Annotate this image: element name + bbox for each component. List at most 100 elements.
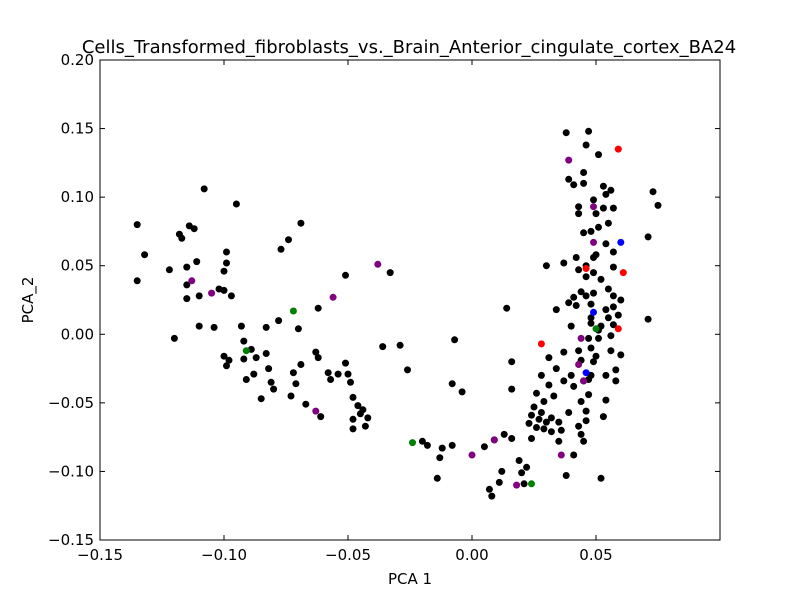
data-point [607, 186, 615, 194]
data-point [580, 169, 588, 176]
data-point [404, 366, 411, 374]
data-point [609, 248, 617, 256]
data-point [644, 315, 652, 323]
data-point [565, 156, 573, 164]
data-point [433, 474, 441, 482]
data-point [595, 334, 602, 342]
data-point [533, 389, 540, 397]
data-point [535, 415, 543, 423]
data-point [195, 322, 203, 330]
data-point [232, 200, 240, 208]
data-point [458, 388, 466, 396]
data-point [654, 201, 662, 209]
data-point [297, 219, 305, 227]
data-point [590, 238, 597, 246]
data-point [592, 325, 600, 333]
data-point [577, 430, 585, 438]
data-point [575, 266, 583, 274]
data-point [270, 385, 278, 393]
data-point [604, 219, 612, 227]
data-point [294, 325, 302, 333]
data-point [262, 323, 270, 331]
data-point [409, 439, 416, 447]
data-point [604, 314, 612, 322]
data-point [587, 314, 595, 322]
data-point [590, 289, 597, 297]
data-point [587, 227, 595, 235]
data-point [560, 348, 568, 356]
data-point [612, 366, 620, 374]
data-point [220, 286, 228, 294]
data-point [361, 422, 369, 430]
data-point [508, 358, 516, 366]
data-point [364, 414, 372, 422]
data-point [225, 356, 233, 364]
data-point [451, 336, 459, 344]
data-point [190, 225, 198, 233]
data-point [617, 238, 625, 246]
data-point [542, 418, 550, 426]
data-point [597, 275, 605, 283]
data-point [195, 292, 203, 300]
data-point [607, 332, 615, 340]
data-point [590, 203, 597, 211]
data-point [545, 354, 553, 362]
data-point [555, 437, 563, 445]
data-point [577, 398, 585, 405]
data-point [314, 304, 322, 312]
data-point [570, 451, 578, 459]
data-point [609, 204, 617, 212]
data-point [178, 234, 186, 242]
data-point [252, 354, 260, 362]
data-point [485, 485, 493, 493]
data-point [227, 292, 235, 300]
data-point [597, 474, 605, 482]
y-tick-label: 0.15 [61, 120, 94, 138]
data-point [312, 348, 320, 356]
data-point [490, 436, 498, 444]
data-point [587, 319, 595, 327]
data-point [133, 221, 141, 229]
data-point [240, 355, 248, 363]
chart-title: Cells_Transformed_fibroblasts_vs._Brain_… [82, 37, 736, 58]
data-point [242, 376, 250, 383]
data-point [223, 259, 230, 267]
data-point [592, 251, 600, 259]
data-point [344, 370, 352, 378]
data-point [572, 302, 580, 309]
data-point [193, 258, 201, 266]
data-point [438, 444, 446, 452]
data-point [518, 469, 526, 477]
data-point [312, 407, 320, 415]
x-tick-label: 0.05 [579, 546, 612, 564]
data-point [141, 251, 149, 259]
data-point [334, 370, 342, 378]
data-point [595, 223, 602, 231]
data-point [277, 245, 285, 253]
data-point [523, 463, 531, 471]
data-point [614, 145, 622, 153]
data-point [537, 340, 545, 348]
data-point [585, 391, 593, 399]
y-tick-label: 0.10 [61, 188, 94, 206]
data-point [220, 352, 228, 360]
data-point [617, 296, 625, 304]
data-point [560, 259, 568, 267]
data-point [562, 129, 570, 137]
data-point [468, 451, 476, 459]
data-point [617, 351, 625, 359]
data-point [582, 141, 590, 149]
data-point [575, 210, 583, 218]
data-point [550, 392, 558, 400]
data-point [555, 418, 563, 426]
data-point [580, 377, 588, 385]
x-tick-label: −0.15 [77, 546, 123, 564]
data-point [570, 293, 578, 301]
data-point [436, 454, 444, 462]
data-point [285, 236, 292, 244]
data-point [582, 417, 590, 425]
data-point [528, 435, 535, 442]
data-point [525, 419, 533, 427]
data-point [599, 182, 607, 190]
